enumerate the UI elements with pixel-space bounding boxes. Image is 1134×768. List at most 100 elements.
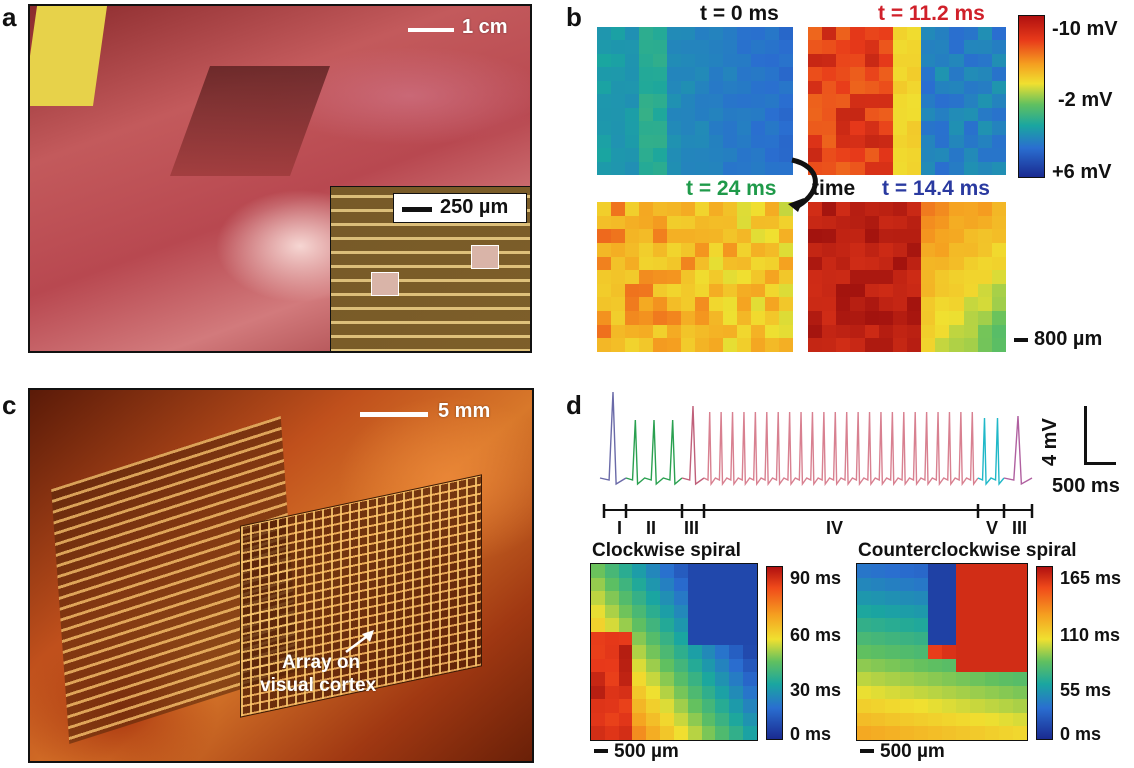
map-cell [709, 40, 723, 54]
map-cell [751, 107, 765, 122]
map-cell [991, 202, 1006, 216]
map-cell [611, 148, 625, 162]
map-cell [808, 242, 823, 257]
map-cell [949, 107, 964, 122]
map-cell [871, 712, 886, 727]
map-cell [632, 604, 647, 619]
map-cell [956, 672, 971, 686]
map-cell [991, 229, 1006, 243]
map-cell [687, 699, 702, 713]
pad-2 [471, 245, 499, 269]
map-cell [653, 270, 667, 284]
map-cell [618, 631, 633, 646]
map-cell [632, 672, 647, 686]
map-cell [660, 631, 674, 646]
map-cell [935, 270, 950, 284]
map-cell [850, 270, 865, 284]
map-cell [857, 618, 872, 632]
colorbar-tick-top: -10 mV [1052, 18, 1118, 40]
map-cell [653, 148, 667, 162]
map-cell [857, 631, 872, 646]
map-cell [927, 577, 942, 592]
map-cell [1012, 726, 1027, 740]
map-cell [892, 53, 907, 68]
map-cell [604, 591, 619, 605]
map-cell [970, 726, 985, 740]
map-cell [639, 148, 653, 162]
map-cell [597, 121, 611, 135]
map-cell [653, 40, 667, 54]
map-cell [653, 161, 667, 175]
map-cell [597, 229, 611, 243]
map-cell [942, 726, 957, 740]
map-cell [597, 148, 611, 162]
activation-map-clockwise [590, 563, 758, 741]
map-cell [949, 134, 964, 149]
map-cell [611, 40, 625, 54]
map-cell [885, 604, 900, 619]
map-cell [667, 53, 681, 68]
map-cell [611, 297, 625, 312]
map-cell [660, 672, 674, 686]
map-cell [709, 94, 723, 108]
map-cell [765, 148, 779, 162]
map-cell [751, 242, 765, 257]
map-cell [977, 27, 992, 41]
map-cell [673, 618, 688, 632]
map-cell [822, 107, 837, 122]
map-cell [779, 107, 793, 122]
map-cell [871, 685, 886, 700]
map-cell [892, 202, 907, 216]
map-cell [927, 685, 942, 700]
map-cell [956, 685, 971, 700]
time-label-14: t = 14.4 ms [882, 177, 990, 200]
map-cell [942, 604, 957, 619]
map-cell [942, 658, 957, 673]
map-cell [935, 338, 950, 352]
map-cell [715, 658, 730, 673]
map-cell [907, 94, 922, 108]
map-cell [597, 270, 611, 284]
map-cell [984, 591, 999, 605]
map-cell [597, 107, 611, 122]
map-cell [977, 67, 992, 81]
map-cell [956, 618, 971, 632]
map-cell [737, 256, 751, 271]
map-cell [864, 80, 879, 95]
map-cell [935, 324, 950, 339]
map-cell [737, 40, 751, 54]
map-cell [963, 229, 978, 243]
map-cell [639, 283, 653, 298]
map-cell [878, 256, 893, 271]
map-cell [963, 121, 978, 135]
scale-bar-vertical [1084, 406, 1087, 464]
map-cell [646, 618, 661, 632]
colorbar-clockwise [766, 566, 783, 740]
map-cell [611, 94, 625, 108]
map-cell [611, 107, 625, 122]
map-cell [913, 645, 928, 659]
map-cell [850, 94, 865, 108]
map-cell [751, 161, 765, 175]
map-cell [998, 564, 1013, 578]
map-cell [729, 618, 744, 632]
map-cell [653, 229, 667, 243]
map-cell [977, 324, 992, 339]
map-cell [808, 202, 823, 216]
map-cell [836, 270, 851, 284]
map-cell [639, 53, 653, 68]
map-cell [913, 712, 928, 727]
map-cell [723, 134, 737, 149]
map-cell [646, 645, 661, 659]
map-cell [970, 564, 985, 578]
map-cell [751, 40, 765, 54]
map-cell [660, 577, 674, 592]
map-cell [892, 338, 907, 352]
map-cell [653, 94, 667, 108]
map-cell [709, 148, 723, 162]
map-cell [625, 80, 639, 95]
map-cell [991, 338, 1006, 352]
map-cell [765, 338, 779, 352]
map-cell [907, 242, 922, 257]
map-cell [892, 161, 907, 175]
